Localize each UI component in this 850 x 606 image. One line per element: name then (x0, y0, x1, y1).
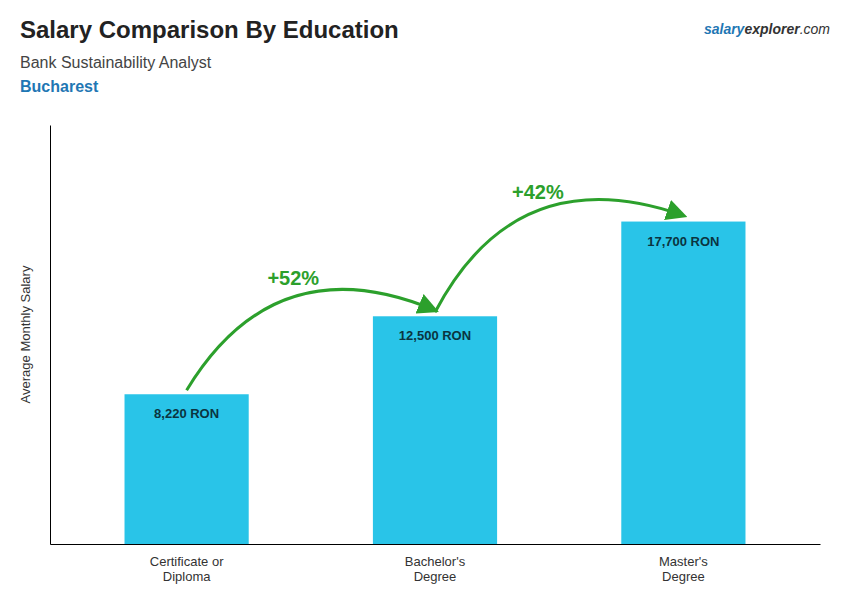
data-labels: 8,220 RON 12,500 RON 17,700 RON (154, 234, 719, 422)
subtitle: Bank Sustainability Analyst (20, 54, 212, 71)
data-label: 8,220 RON (154, 406, 219, 421)
source: salaryexplorer.com (704, 21, 830, 37)
bar (373, 316, 497, 544)
bars (125, 222, 746, 544)
x-axis-line (51, 544, 821, 545)
x-tick: Master'sDegree (659, 554, 708, 584)
x-tick-label-line: Degree (662, 569, 705, 584)
header: Salary Comparison By Education Bank Susta… (20, 16, 830, 95)
chart: Salary Comparison By Education Bank Susta… (0, 0, 850, 606)
data-label: 17,700 RON (647, 234, 719, 249)
x-tick-label-line: Degree (414, 569, 457, 584)
source-part: salary (704, 21, 746, 37)
x-tick: Certificate orDiploma (150, 554, 224, 584)
x-tick: Bachelor'sDegree (405, 554, 466, 584)
x-tick-label: Bachelor'sDegree (405, 554, 466, 584)
x-tick-label-line: Certificate or (150, 554, 224, 569)
y-axis (50, 126, 51, 545)
annotations: +52% +42% (187, 181, 684, 390)
source-part: .com (800, 21, 831, 37)
x-tick-label-line: Diploma (163, 569, 211, 584)
x-axis: Certificate orDiplomaBachelor'sDegreeMas… (51, 545, 821, 584)
annotation: +52% (267, 267, 319, 289)
x-tick-label-line: Master's (659, 554, 708, 569)
y-axis-title: Average Monthly Salary (18, 265, 33, 403)
subtitle: Bucharest (20, 78, 99, 95)
bar (621, 222, 745, 544)
bar (125, 394, 249, 544)
x-tick-label: Certificate orDiploma (150, 554, 224, 584)
x-tick-label: Master'sDegree (659, 554, 708, 584)
source-part: explorer (744, 21, 801, 37)
arrow (187, 289, 435, 390)
y-axis-line (50, 126, 51, 545)
data-label: 12,500 RON (399, 328, 471, 343)
plot: Average Monthly Salary Certificate orDipl… (18, 126, 821, 584)
title: Salary Comparison By Education (20, 16, 399, 43)
arrow (435, 200, 683, 313)
x-tick-label-line: Bachelor's (405, 554, 466, 569)
annotation: +42% (512, 181, 564, 203)
